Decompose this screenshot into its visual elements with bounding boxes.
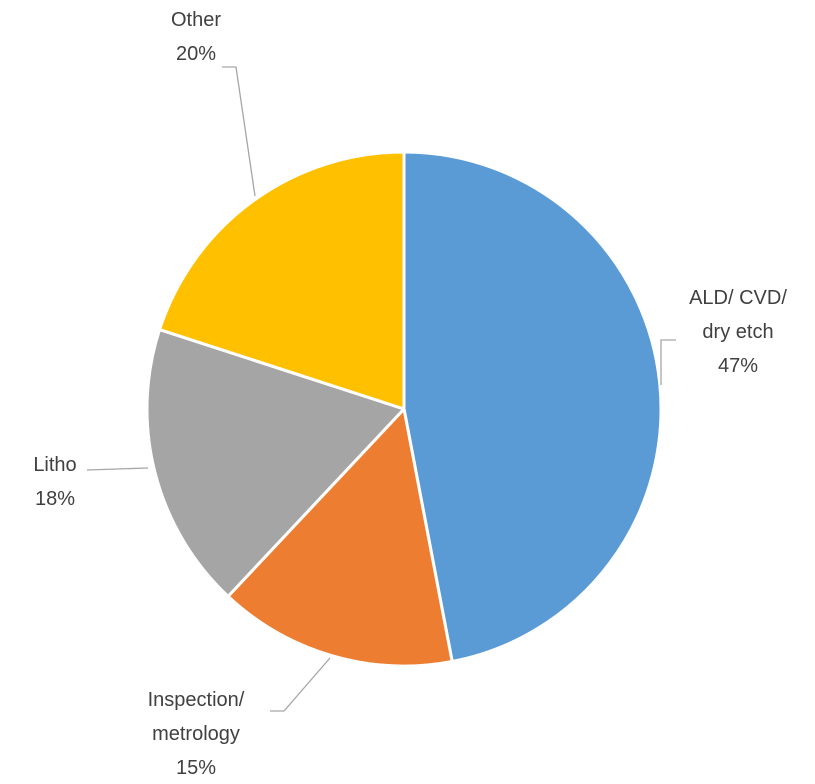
percent-label: 18% xyxy=(34,488,76,510)
leader-line xyxy=(660,339,676,385)
pie-slice xyxy=(158,150,406,411)
percent-label: 20% xyxy=(175,43,217,65)
leader-line xyxy=(86,467,149,471)
category-name: ALD/ CVD/ dry etch xyxy=(689,287,787,343)
slice-label: ALD/ CVD/ dry etch 47% xyxy=(682,281,794,383)
category-name: Other xyxy=(170,9,222,31)
slice-label: Litho 18% xyxy=(0,448,111,516)
pie-slice xyxy=(402,150,663,663)
category-name: Inspection/ metrology xyxy=(147,689,245,745)
slice-label: Inspection/ metrology 15% xyxy=(140,683,252,784)
pie-slice xyxy=(145,328,406,598)
leader-line xyxy=(270,657,331,712)
percent-label: 47% xyxy=(717,355,759,377)
slice-label: Other 20% xyxy=(140,3,252,71)
category-name: Litho xyxy=(33,454,77,476)
pie-slice xyxy=(226,407,454,668)
percent-label: 15% xyxy=(175,757,217,779)
leader-line xyxy=(222,66,256,197)
